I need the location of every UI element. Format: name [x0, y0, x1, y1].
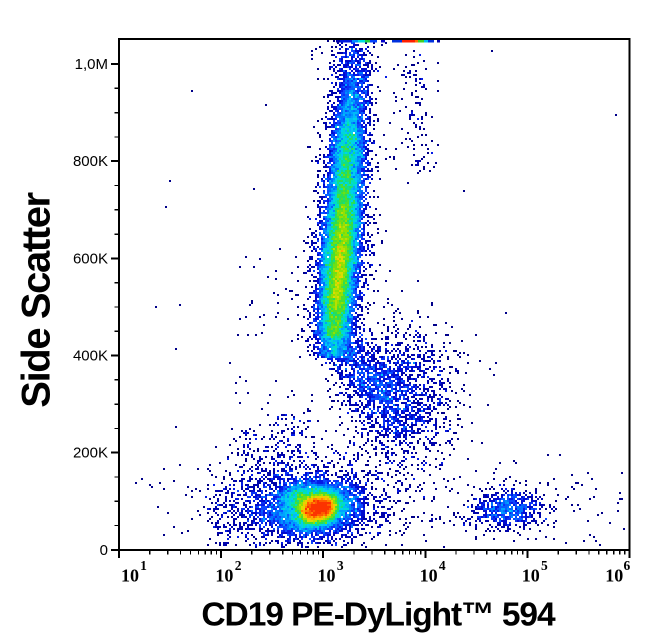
svg-text:10: 10 [420, 566, 438, 586]
svg-text:1: 1 [140, 558, 147, 573]
svg-text:4: 4 [439, 558, 446, 573]
svg-text:10: 10 [121, 566, 139, 586]
svg-text:1,0M: 1,0M [75, 56, 108, 73]
svg-text:800K: 800K [73, 153, 108, 170]
svg-text:CD19 PE-DyLight™ 594: CD19 PE-DyLight™ 594 [201, 597, 556, 634]
svg-text:200K: 200K [73, 445, 108, 462]
svg-text:0: 0 [100, 542, 108, 559]
svg-text:10: 10 [318, 566, 336, 586]
svg-text:10: 10 [522, 566, 540, 586]
svg-text:5: 5 [541, 558, 548, 573]
svg-text:2: 2 [235, 558, 242, 573]
svg-text:3: 3 [337, 558, 344, 573]
svg-text:10: 10 [215, 566, 233, 586]
svg-text:Side Scatter: Side Scatter [15, 192, 59, 407]
svg-text:10: 10 [605, 566, 623, 586]
svg-text:600K: 600K [73, 250, 108, 267]
svg-text:6: 6 [624, 558, 631, 573]
svg-text:400K: 400K [73, 348, 108, 365]
